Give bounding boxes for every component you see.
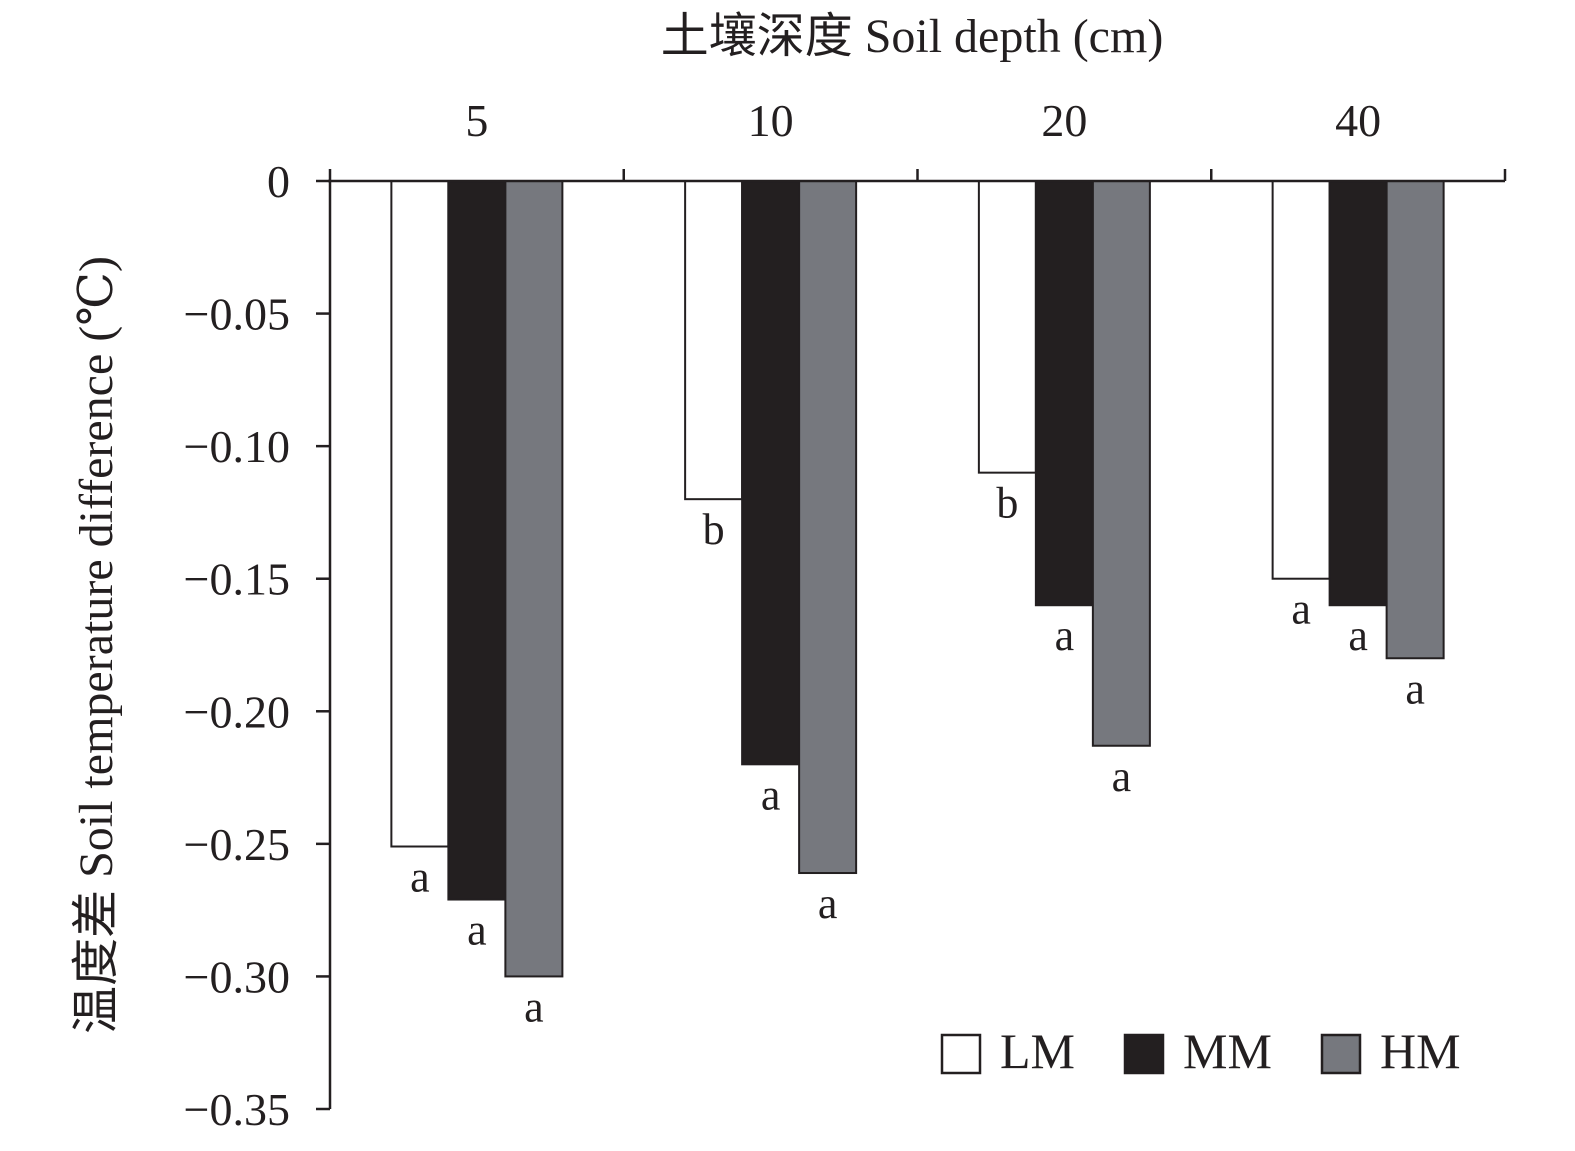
significance-label: a [761,770,781,819]
x-category-label: 5 [465,95,488,146]
x-axis-categories: 5 10 20 40 [328,95,1507,181]
axes [328,179,1505,1109]
significance-label: a [467,906,487,955]
bar-mm-40 [1328,180,1388,607]
bar-lm-5 [390,180,450,848]
bar-hm-10 [798,180,858,875]
bar-lm-10 [684,180,744,501]
significance-label: b [703,505,725,554]
significance-label: b [996,479,1018,528]
significance-label: a [1112,752,1132,801]
bar-hm-20 [1091,180,1151,747]
legend-swatch-mm [1123,1033,1165,1075]
significance-label: a [1055,611,1075,660]
legend-label-lm: LM [1000,1023,1075,1079]
y-axis-ticks: 0 −0.05 −0.10 −0.15 −0.20 −0.25 −0.30 −0.35 [184,156,330,1135]
significance-label: a [524,982,544,1031]
y-tick-label: −0.30 [184,951,290,1002]
significance-label: a [1405,664,1425,713]
legend-swatch-hm [1320,1033,1362,1075]
bar-lm-40 [1271,180,1331,580]
y-tick-label: 0 [267,156,290,207]
y-tick-label: −0.35 [184,1084,290,1135]
bar-mm-10 [741,180,801,766]
bar-hm-5 [504,180,564,978]
x-axis-title: 土壤深度 Soil depth (cm) [661,10,1164,63]
bar-mm-20 [1034,180,1094,607]
significance-label: a [1291,585,1311,634]
x-category-label: 10 [748,95,794,146]
bars [390,180,1445,978]
y-tick-label: −0.15 [184,554,290,605]
bar-hm-40 [1385,180,1445,660]
bar-mm-5 [447,180,507,901]
significance-label: a [1348,611,1368,660]
legend: LM MM HM [940,1023,1461,1079]
y-axis-title: 温度差 Soil temperature difference (℃) [70,256,123,1034]
x-category-label: 40 [1335,95,1381,146]
y-tick-label: −0.20 [184,686,290,737]
significance-label: a [410,853,430,902]
legend-label-hm: HM [1380,1023,1461,1079]
x-category-label: 20 [1041,95,1087,146]
significance-label: a [818,879,838,928]
y-tick-label: −0.10 [184,421,290,472]
legend-swatch-lm [940,1033,982,1075]
bar-lm-20 [977,180,1037,474]
y-tick-label: −0.05 [184,289,290,340]
legend-label-mm: MM [1183,1023,1272,1079]
y-tick-label: −0.25 [184,819,290,870]
